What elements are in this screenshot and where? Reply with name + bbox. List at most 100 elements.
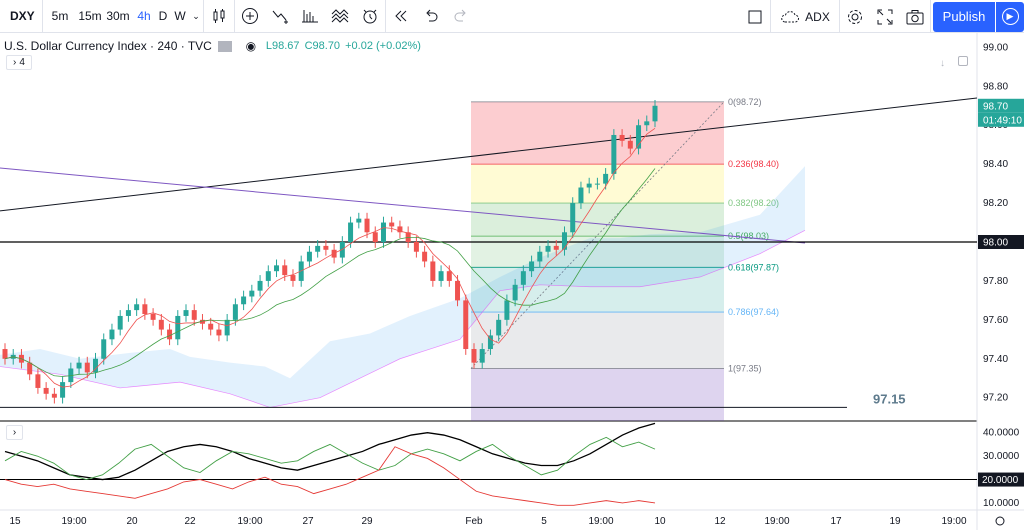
publish-play-button[interactable]: ▶ <box>996 1 1024 32</box>
candle-body <box>191 310 197 320</box>
separator <box>770 0 771 33</box>
fib-level-label: 0(98.72) <box>728 97 762 107</box>
candle-body <box>290 275 296 281</box>
separator <box>385 0 386 33</box>
reset-scale-icon[interactable] <box>958 56 968 66</box>
main-chart[interactable]: 0(98.72) 0.236(98.40) 0.382(98.20) 0.5(98.0… <box>0 33 1024 530</box>
candle-body <box>348 222 354 242</box>
fullscreen-icon[interactable] <box>870 0 900 33</box>
moving-average-slow <box>4 168 656 377</box>
indicators-toggle[interactable]: › 4 <box>6 55 32 70</box>
trend-line-up <box>0 97 978 212</box>
time-tick-label: 12 <box>714 516 726 527</box>
level-price-label: 98.00 <box>983 238 1008 249</box>
candle-body <box>323 245 329 250</box>
candle-body <box>561 232 567 250</box>
indicator-count: 4 <box>19 57 25 68</box>
candle-body <box>545 245 551 252</box>
interval-d[interactable]: D <box>158 9 168 23</box>
candle-body <box>274 265 280 272</box>
adx-pane-toggle[interactable]: › <box>6 425 23 440</box>
add-indicator-icon[interactable] <box>235 0 265 33</box>
fib-level-label: 0.382(98.20) <box>728 198 779 208</box>
alert-icon[interactable] <box>355 0 385 33</box>
candle-body <box>636 125 642 149</box>
candle-body <box>594 183 600 185</box>
publish-button[interactable]: Publish <box>933 1 995 32</box>
candle-body <box>463 300 469 350</box>
symbol-search[interactable]: DXY <box>10 9 35 23</box>
candle-body <box>487 335 493 350</box>
candle-body <box>356 218 362 223</box>
top-toolbar: DXY 5m 15m 30m 4h D W ⌄ <box>0 0 1024 33</box>
candle-body <box>389 222 395 227</box>
interval-4h[interactable]: 4h <box>137 9 151 23</box>
di-plus-line <box>4 436 656 481</box>
candle-body <box>2 349 8 359</box>
candle-body <box>315 245 321 252</box>
price-tick-label: 98.40 <box>983 159 1008 170</box>
time-tick-label: 19:00 <box>764 516 789 527</box>
settings-icon[interactable] <box>840 0 870 33</box>
indicators-icon[interactable] <box>265 0 295 33</box>
adx-tick-label: 30.0000 <box>983 451 1020 462</box>
candle-body <box>109 329 115 340</box>
flag-icon <box>217 40 232 52</box>
price-tick-label: 97.80 <box>983 276 1008 287</box>
indicator-templates-button[interactable]: ADX <box>771 0 839 33</box>
undo-icon[interactable] <box>416 0 446 33</box>
candle-body <box>142 304 148 315</box>
redo-icon[interactable] <box>446 0 476 33</box>
candle-body <box>249 290 255 297</box>
candle-body <box>43 387 49 394</box>
snapshot-icon[interactable] <box>900 0 930 33</box>
moving-average-fast <box>4 128 656 388</box>
candle-body <box>93 358 99 373</box>
candle-body <box>380 222 386 242</box>
candle-body <box>241 296 247 305</box>
interval-5m[interactable]: 5m <box>51 9 69 23</box>
separator <box>42 0 43 33</box>
candle-body <box>282 265 288 276</box>
candle-body <box>51 393 57 398</box>
candle-body <box>529 261 535 272</box>
candle-body <box>224 319 230 336</box>
candle-body <box>257 280 263 291</box>
separator <box>203 0 204 33</box>
replay-icon[interactable] <box>386 0 416 33</box>
interval-15m[interactable]: 15m <box>78 9 102 23</box>
candle-body <box>586 183 592 188</box>
candle-body <box>101 339 107 359</box>
candle-body <box>520 271 526 285</box>
candle-body <box>372 232 378 242</box>
layout-icon[interactable] <box>740 0 770 33</box>
fib-trend-line <box>470 101 725 369</box>
di-minus-line <box>4 446 656 506</box>
interval-w[interactable]: W <box>174 9 186 23</box>
price-tick-label: 98.80 <box>983 81 1008 92</box>
time-tick-label: 27 <box>302 516 314 527</box>
price-tick-label: 97.20 <box>983 393 1008 404</box>
candle-body <box>455 280 461 301</box>
candle-body <box>150 314 156 320</box>
compare-icon[interactable] <box>295 0 325 33</box>
close-value: C98.70 <box>304 40 341 52</box>
candle-body <box>397 226 403 233</box>
candle-body <box>125 310 131 316</box>
fib-zone-extension <box>471 368 724 421</box>
eye-icon[interactable]: ◉ <box>245 39 257 53</box>
candle-body <box>208 323 214 330</box>
candles-group <box>2 99 658 404</box>
interval-dropdown-chevron-icon[interactable]: ⌄ <box>192 10 200 21</box>
templates-icon[interactable] <box>325 0 355 33</box>
candle-body <box>76 362 82 369</box>
bar-style-icon[interactable] <box>204 0 234 33</box>
interval-30m[interactable]: 30m <box>106 9 130 23</box>
fib-zone <box>471 312 724 369</box>
candle-body <box>479 349 485 363</box>
fib-level-label: 1(97.35) <box>728 363 762 373</box>
scroll-down-icon[interactable]: ↓ <box>940 58 945 69</box>
candle-body <box>603 173 609 184</box>
scale-settings-icon <box>995 516 1005 526</box>
low-value: L98.67 <box>265 40 300 52</box>
